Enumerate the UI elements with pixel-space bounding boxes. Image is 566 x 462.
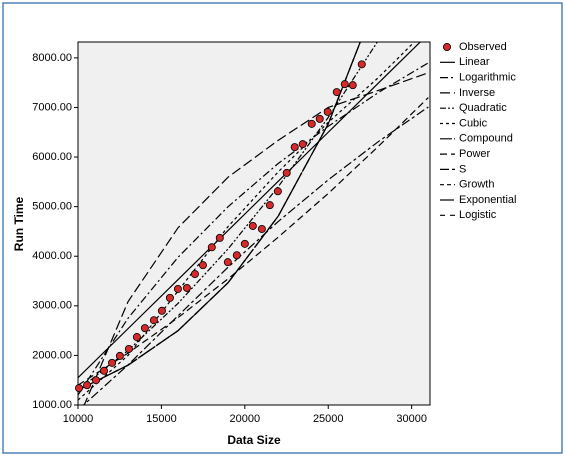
observed-point: [140, 324, 149, 333]
legend-label: S: [459, 163, 466, 175]
observed-point: [190, 270, 199, 279]
observed-point: [315, 114, 324, 123]
legend-marker: [442, 43, 451, 52]
fit-curve: [78, 42, 379, 391]
observed-point: [165, 293, 174, 302]
legend-label: Inverse: [459, 87, 495, 99]
x-axis-label: Data Size: [227, 433, 281, 447]
y-tick-label: 8000.00: [32, 52, 72, 64]
legend-label: Logistic: [459, 209, 497, 221]
observed-point: [124, 344, 133, 353]
observed-point: [265, 201, 274, 210]
observed-point: [282, 168, 291, 177]
legend-label: Power: [459, 148, 491, 160]
observed-point: [307, 119, 316, 128]
observed-point: [232, 251, 241, 260]
y-tick-label: 2000.00: [32, 349, 72, 361]
observed-point: [100, 366, 109, 375]
y-tick-label: 7000.00: [32, 101, 72, 113]
observed-point: [340, 80, 349, 89]
legend-label: Quadratic: [459, 102, 507, 114]
fit-curve: [82, 106, 429, 405]
observed-point: [257, 224, 266, 233]
fit-curve: [78, 97, 429, 386]
y-tick-label: 5000.00: [32, 201, 72, 213]
x-tick-label: 10000: [63, 413, 94, 425]
legend-label: Observed: [459, 41, 507, 53]
legend-label: Cubic: [459, 117, 488, 129]
observed-point: [207, 243, 216, 252]
legend-label: Exponential: [459, 194, 517, 206]
observed-point: [357, 60, 366, 69]
observed-point: [75, 384, 84, 393]
y-tick-label: 3000.00: [32, 300, 72, 312]
observed-point: [92, 376, 101, 385]
legend-label: Compound: [459, 133, 513, 145]
observed-point: [83, 381, 92, 390]
observed-point: [290, 143, 299, 152]
fit-curve: [83, 72, 429, 405]
observed-point: [298, 140, 307, 149]
legend-label: Linear: [459, 56, 490, 68]
observed-point: [332, 88, 341, 97]
observed-point: [115, 351, 124, 360]
y-tick-label: 6000.00: [32, 151, 72, 163]
legend-label: Growth: [459, 179, 494, 191]
observed-point: [132, 333, 141, 342]
observed-point: [240, 239, 249, 248]
observed-point: [157, 306, 166, 315]
curves: [78, 42, 429, 405]
y-axis-label: Run Time: [12, 196, 26, 251]
observed-point: [149, 316, 158, 325]
observed-point: [223, 258, 232, 267]
fit-curve: [78, 42, 361, 391]
observed-point: [248, 221, 257, 230]
x-tick-label: 15000: [146, 413, 177, 425]
observed-point: [108, 358, 117, 367]
fit-curve: [78, 42, 422, 379]
fit-curve: [78, 42, 416, 401]
observed-point: [348, 81, 357, 90]
y-tick-label: 4000.00: [32, 250, 72, 262]
x-tick-label: 30000: [396, 413, 427, 425]
x-tick-label: 20000: [230, 413, 261, 425]
observed-point: [273, 187, 282, 196]
x-tick-label: 25000: [313, 413, 344, 425]
legend-label: Logarithmic: [459, 72, 516, 84]
observed-point: [182, 283, 191, 292]
observed-point: [215, 233, 224, 242]
observed-point: [198, 261, 207, 270]
fit-curve: [78, 62, 429, 396]
observed-point: [173, 284, 182, 293]
y-tick-label: 1000.00: [32, 399, 72, 411]
observed-point: [323, 107, 332, 116]
